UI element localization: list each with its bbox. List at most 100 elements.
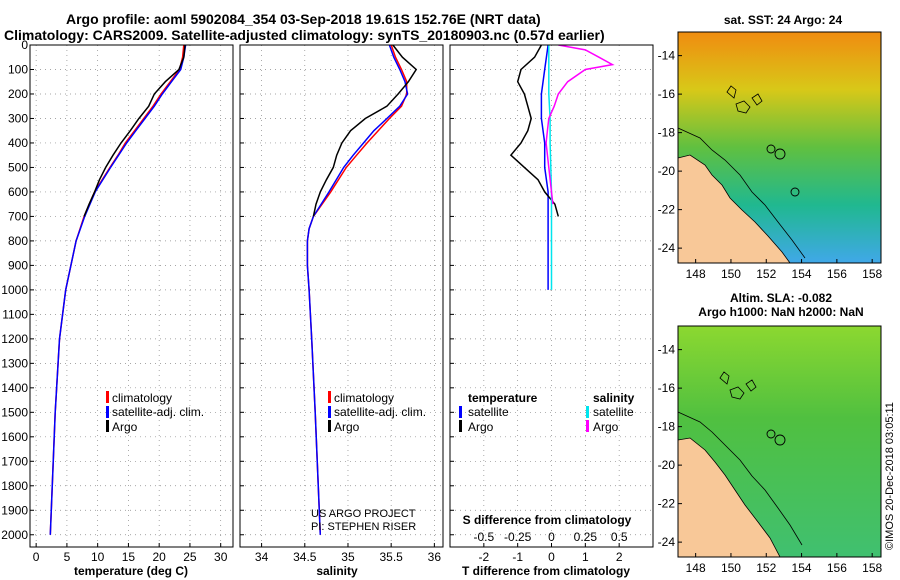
x-tick-label: 30 <box>214 550 228 564</box>
depth-tick-label: 100 <box>8 62 28 76</box>
salinity-axes-frame <box>239 44 444 548</box>
lat-tick-label: -18 <box>658 126 676 140</box>
legend-swatch-temp-satellite <box>459 406 462 418</box>
x-tick-label: 36 <box>428 550 442 564</box>
lon-tick-label: 158 <box>862 561 882 575</box>
sla-map-frame <box>677 325 882 558</box>
series-line-climatology <box>306 45 408 535</box>
depth-tick-label: 800 <box>8 234 28 248</box>
lat-tick-label: -20 <box>658 458 676 472</box>
lat-tick-label: -16 <box>658 381 676 395</box>
series-line-temperature-argo <box>509 45 560 217</box>
difference-xlabel-salinity: S difference from climatology <box>463 513 632 527</box>
depth-tick-label: 700 <box>8 209 28 223</box>
figure-title-line1: Argo profile: aoml 5902084_354 03-Sep-20… <box>66 11 541 27</box>
depth-tick-label: 1200 <box>1 332 28 346</box>
lon-tick-label: 154 <box>792 267 812 281</box>
series-line-satellite-adj-clim- <box>49 45 187 535</box>
depth-tick-label: 1000 <box>1 283 28 297</box>
lon-tick-label: 148 <box>686 561 706 575</box>
x-tick-label: 0 <box>33 550 40 564</box>
sst-map: sat. SST: 24 Argo: 24 -14 -16 -18 -20 -22 -24… <box>658 13 883 281</box>
x-tick-label: 34.5 <box>293 550 317 564</box>
legend-swatch-sal-satellite <box>586 406 589 418</box>
series-line-argo <box>83 45 186 217</box>
lat-tick-label: -14 <box>658 343 676 357</box>
x-tick-label: 15 <box>122 550 136 564</box>
sst-map-island <box>774 148 786 160</box>
x-tick-label: -2 <box>478 550 489 564</box>
difference-xlabel: T difference from climatology <box>462 564 630 578</box>
x-tick-label: 34 <box>255 550 269 564</box>
depth-tick-label: 1300 <box>1 356 28 370</box>
depth-tick-label: 200 <box>8 87 28 101</box>
sla-map-shelf-contour <box>677 411 803 546</box>
sst-map-frame <box>677 31 882 264</box>
depth-tick-label: 1600 <box>1 430 28 444</box>
lon-tick-label: 156 <box>827 561 847 575</box>
lat-tick-label: -24 <box>658 241 676 255</box>
x-tick-label: 5 <box>64 550 71 564</box>
depth-tick-label: 1400 <box>1 381 28 395</box>
salinity-grid <box>240 44 443 547</box>
lon-tick-label: 150 <box>721 561 741 575</box>
legend-swatch-argo <box>328 420 331 432</box>
difference-panel: -2 -1 0 1 2 -0.5 -0.25 0 0.25 0.5 T difference fr… <box>449 44 654 578</box>
legend-swatch-sal-argo <box>586 420 589 432</box>
credit-line1: US ARGO PROJECT <box>311 508 416 520</box>
series-line-salinity-satellite <box>548 45 553 290</box>
depth-tick-label: 400 <box>8 136 28 150</box>
legend-label-temp-satellite: satellite <box>468 405 509 419</box>
salinity-diff-tick-label: -0.5 <box>473 530 494 544</box>
lon-tick-label: 154 <box>792 561 812 575</box>
sst-map-shelf-contour <box>677 127 806 259</box>
legend-label-satellite: satellite-adj. clim. <box>112 405 204 419</box>
legend-label-sal-satellite: satellite <box>593 405 634 419</box>
series-line-temperature-satellite <box>540 45 549 290</box>
lat-tick-label: -22 <box>658 497 676 511</box>
legend-label-argo: Argo <box>112 420 138 434</box>
difference-legend: temperature satellite Argo salinity sate… <box>459 391 635 434</box>
depth-tick-label: 300 <box>8 111 28 125</box>
depth-tick-label: 1500 <box>1 405 28 419</box>
depth-tick-label: 900 <box>8 258 28 272</box>
lon-tick-label: 148 <box>686 267 706 281</box>
temperature-xlabel: temperature (deg C) <box>74 564 188 578</box>
imos-watermark: ©IMOS 20-Dec-2018 03:05:11 <box>884 402 896 550</box>
legend-label-temp-argo: Argo <box>468 420 494 434</box>
difference-grid <box>450 44 653 547</box>
depth-tick-label: 500 <box>8 160 28 174</box>
legend-swatch-climatology <box>328 391 331 403</box>
series-line-argo <box>312 45 418 217</box>
depth-tick-label: 600 <box>8 185 28 199</box>
sst-map-island <box>790 187 800 197</box>
sla-map-title: Altim. SLA: -0.082 <box>730 291 832 305</box>
temperature-axes-frame <box>29 44 234 548</box>
salinity-diff-tick-label: 0.5 <box>611 530 628 544</box>
lat-tick-label: -20 <box>658 164 676 178</box>
lat-tick-label: -14 <box>658 49 676 63</box>
lat-tick-label: -16 <box>658 87 676 101</box>
lon-tick-label: 150 <box>721 267 741 281</box>
sst-map-title: sat. SST: 24 Argo: 24 <box>724 13 843 27</box>
legend-label-climatology: climatology <box>334 391 394 405</box>
lat-tick-label: -18 <box>658 420 676 434</box>
sla-map-reef <box>719 371 757 400</box>
salinity-diff-tick-label: 0 <box>548 530 555 544</box>
legend-label-climatology: climatology <box>112 391 172 405</box>
x-tick-label: 35.5 <box>379 550 403 564</box>
depth-tick-label: 1700 <box>1 454 28 468</box>
series-line-satellite-adj-clim- <box>306 45 409 535</box>
temperature-grid <box>30 44 233 547</box>
legend-label-sal-argo: Argo <box>593 420 619 434</box>
sla-map-argo-marker <box>766 429 776 439</box>
figure-title-line2: Climatology: CARS2009. Satellite-adjuste… <box>4 27 605 43</box>
sla-map-island <box>774 434 786 446</box>
temperature-panel: 0 100 200 300 400 500 600 700 800 900 1000 1100 1200… <box>1 38 234 578</box>
depth-tick-label: 1100 <box>2 307 28 321</box>
x-tick-label: 35 <box>341 550 355 564</box>
salinity-panel: 34 34.5 35 35.5 36 salinity climatology sate… <box>239 44 444 578</box>
x-tick-label: 20 <box>153 550 167 564</box>
x-tick-label: 10 <box>91 550 105 564</box>
credit-line2: PI: STEPHEN RISER <box>311 521 416 533</box>
